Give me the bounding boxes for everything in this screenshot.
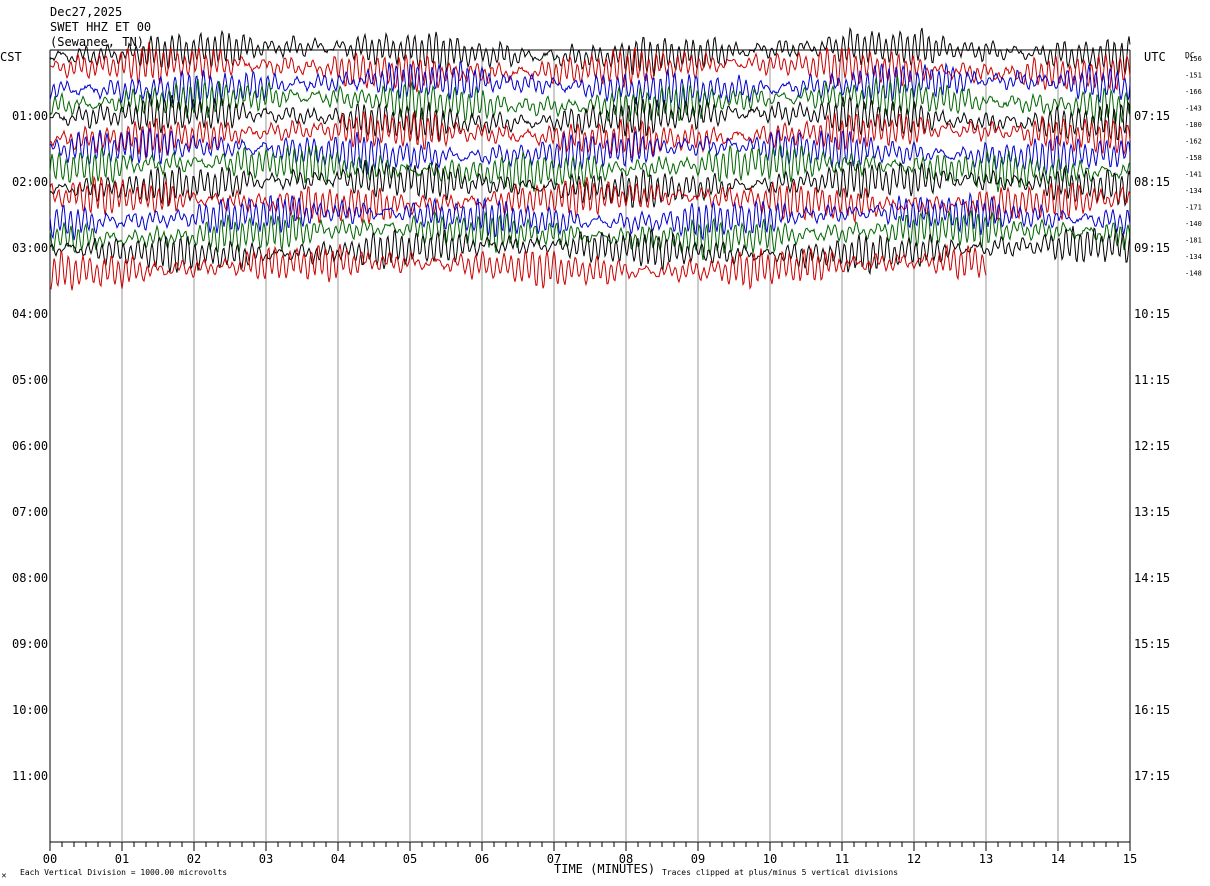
trace-14 (49, 244, 987, 291)
header-location: (Sewanee, TN) (50, 35, 144, 49)
right-hour-label: 12:15 (1134, 439, 1170, 453)
left-hour-labels: 01:00 02:00 03:00 04:00 05:00 06:00 07:00 08:00… (12, 109, 48, 783)
seismic-traces (49, 26, 1131, 291)
dc-offset-value: -134 (1185, 253, 1202, 261)
right-timezone-label: UTC (1144, 50, 1166, 64)
corner-mark: ✕ (1, 872, 7, 880)
x-tick-label: 04 (331, 852, 345, 866)
x-tick-label: 15 (1123, 852, 1137, 866)
trace-12 (49, 210, 1131, 260)
trace-13 (49, 225, 1131, 276)
scale-note: Each Vertical Division = 1000.00 microvo… (20, 868, 227, 877)
x-tick-label: 06 (475, 852, 489, 866)
left-hour-label: 09:00 (12, 637, 48, 651)
x-tick-label: 13 (979, 852, 993, 866)
left-timezone-label: CST (0, 50, 22, 64)
x-tick-label: 07 (547, 852, 561, 866)
dc-label: DC (1185, 51, 1195, 60)
dc-offset-value: -181 (1185, 237, 1202, 245)
trace-8 (49, 143, 1131, 193)
trace-11 (49, 191, 1131, 241)
dc-offset-value: -141 (1185, 171, 1202, 179)
x-tick-label: 00 (43, 852, 57, 866)
right-hour-label: 13:15 (1134, 505, 1170, 519)
dc-offset-value: -143 (1185, 105, 1202, 113)
right-hour-label: 17:15 (1134, 769, 1170, 783)
dc-offset-values: -156 -151 -166 -143 -180 -162 -158 -141 -134 -171… (1185, 55, 1202, 278)
trace-3 (49, 61, 1131, 110)
x-tick-label: 09 (691, 852, 705, 866)
x-tick-label: 14 (1051, 852, 1065, 866)
dc-offset-value: -180 (1185, 121, 1202, 129)
x-tick-label: 02 (187, 852, 201, 866)
header-date: Dec27,2025 (50, 5, 122, 19)
left-hour-label: 08:00 (12, 571, 48, 585)
left-hour-label: 03:00 (12, 241, 48, 255)
x-tick-label: 12 (907, 852, 921, 866)
right-hour-labels: 07:15 08:15 09:15 10:15 11:15 12:15 13:15 14:15… (1134, 109, 1170, 783)
trace-5 (49, 93, 1131, 141)
dc-offset-value: -134 (1185, 187, 1202, 195)
x-axis-ticks: 00 01 02 03 04 05 06 07 08 09 10 11 12 13 14 15 (43, 842, 1137, 866)
trace-9 (49, 160, 1131, 208)
dc-offset-value: -171 (1185, 204, 1202, 212)
dc-offset-value: -166 (1185, 88, 1202, 96)
left-hour-label: 06:00 (12, 439, 48, 453)
right-hour-label: 09:15 (1134, 241, 1170, 255)
left-hour-label: 10:00 (12, 703, 48, 717)
x-tick-label: 01 (115, 852, 129, 866)
right-hour-label: 10:15 (1134, 307, 1170, 321)
right-hour-label: 07:15 (1134, 109, 1170, 123)
x-tick-label: 03 (259, 852, 273, 866)
left-hour-label: 11:00 (12, 769, 48, 783)
right-hour-label: 14:15 (1134, 571, 1170, 585)
dc-offset-value: -156 (1185, 55, 1202, 63)
x-axis-title: TIME (MINUTES) (554, 862, 655, 876)
right-hour-label: 08:15 (1134, 175, 1170, 189)
header-station: SWET HHZ ET 00 (50, 20, 151, 34)
x-tick-label: 11 (835, 852, 849, 866)
x-tick-label: 10 (763, 852, 777, 866)
x-tick-label: 08 (619, 852, 633, 866)
trace-7 (49, 127, 1131, 176)
dc-offset-value: -140 (1185, 220, 1202, 228)
trace-6 (49, 111, 1131, 160)
left-hour-label: 05:00 (12, 373, 48, 387)
dc-offset-value: -148 (1185, 270, 1202, 278)
left-hour-label: 07:00 (12, 505, 48, 519)
dc-offset-value: -151 (1185, 72, 1202, 80)
dc-offset-value: -162 (1185, 138, 1202, 146)
right-hour-label: 11:15 (1134, 373, 1170, 387)
trace-2 (49, 41, 1131, 93)
dc-offset-value: -158 (1185, 154, 1202, 162)
left-hour-label: 04:00 (12, 307, 48, 321)
left-hour-label: 02:00 (12, 175, 48, 189)
x-tick-label: 05 (403, 852, 417, 866)
minute-gridlines (121, 50, 1059, 842)
right-hour-label: 15:15 (1134, 637, 1170, 651)
clip-note: Traces clipped at plus/minus 5 vertical … (662, 868, 898, 877)
right-hour-label: 16:15 (1134, 703, 1170, 717)
left-hour-label: 01:00 (12, 109, 48, 123)
